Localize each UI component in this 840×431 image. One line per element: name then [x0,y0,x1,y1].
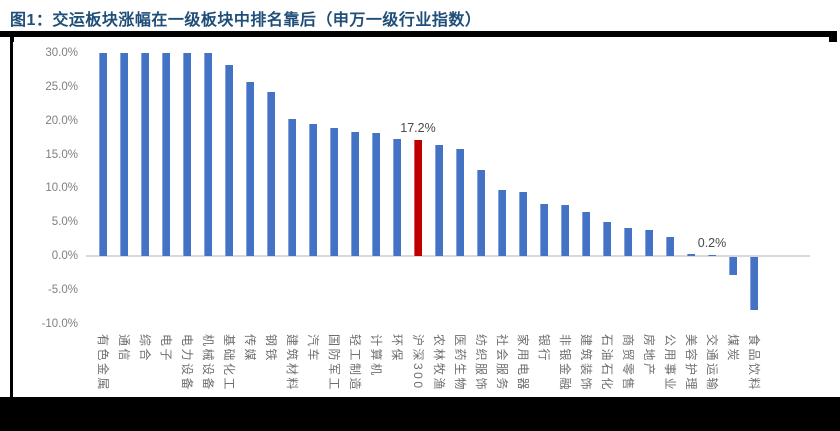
bar [330,128,338,256]
category-label: 传媒 [243,334,257,364]
category-label: 煤炭 [726,334,740,364]
category-label: 建筑装饰 [579,334,593,393]
bar [246,81,254,256]
bar [561,204,569,256]
bar [162,53,170,256]
category-label: 国防军工 [327,334,341,393]
bar [456,149,464,256]
title-rule [0,31,837,37]
category-label: 基础化工 [222,334,236,393]
bar [414,139,422,256]
bar [267,92,275,256]
category-label: 房地产 [642,334,656,378]
category-label: 交通运输 [705,334,719,393]
category-label: 医药生物 [453,334,467,393]
bar [435,144,443,256]
category-label: 公用事业 [663,334,677,393]
y-axis-tick-label: -10.0% [41,317,78,330]
bar [309,123,317,256]
y-axis-tick-label: 15.0% [45,148,78,161]
category-label: 社会服务 [495,334,509,393]
y-axis-tick-label: 0.0% [51,250,78,262]
bar [372,133,380,256]
bar [498,189,506,256]
y-axis-tick-label: 25.0% [45,81,78,93]
bar [225,65,233,256]
category-label: 电力设备 [180,334,194,393]
x-axis-line [86,255,810,257]
category-label: 建筑材料 [285,334,299,393]
category-label: 食品饮料 [747,334,761,393]
y-axis-tick-label: 30.0% [45,47,78,60]
y-axis-tick-label: -5.0% [47,283,78,296]
bottom-frame-band [0,397,840,431]
bar [729,257,737,276]
bar [708,254,716,256]
bar [183,53,191,256]
category-label: 环保 [390,334,404,364]
y-axis-tick-label: 10.0% [45,182,78,195]
category-label: 美容护理 [684,334,698,393]
category-label: 汽车 [306,334,320,364]
category-label: 纺织服饰 [474,334,488,393]
bar [687,254,695,256]
bar [351,131,359,256]
bar [582,212,590,256]
category-label: 电子 [159,334,173,364]
bar-chart: 30.0% 25.0% 20.0% 15.0% 10.0% 5.0% 0.0% -5.0% -1… [41,47,810,392]
bar [477,170,485,256]
bar-value-label: 17.2% [400,120,436,135]
category-label: 家用电器 [516,334,530,393]
bar-value-label: 0.2% [697,235,727,250]
bar [204,53,212,256]
category-label: 非银金融 [558,334,572,393]
category-label: 钢铁 [264,334,278,364]
title-rule-right-tab [829,31,837,42]
bar [141,53,149,256]
bar [540,203,548,256]
y-axis-tick-label: 20.0% [45,114,78,127]
bar [666,237,674,256]
bar [645,229,653,256]
category-label: 沪深300 [411,334,425,391]
category-label: 机械设备 [201,334,215,393]
category-label: 银行 [537,334,551,364]
bar [120,53,128,256]
category-label: 通信 [117,334,131,364]
bar [288,118,296,256]
category-label: 有色金属 [96,334,110,393]
category-label: 综合 [138,334,152,364]
category-label: 石油石化 [600,334,614,393]
left-frame-border [10,31,13,397]
y-axis-tick-label: 5.0% [51,216,78,229]
bar [750,257,758,310]
bar [393,139,401,256]
figure-title: 图1：交运板块涨幅在一级板块中排名靠后（申万一级行业指数） [10,12,482,29]
bar [603,221,611,256]
bar [519,191,527,256]
bar [99,53,107,256]
bar [624,228,632,256]
category-label: 商贸零售 [621,334,635,393]
category-label: 计算机 [369,334,383,378]
category-label: 轻工制造 [348,334,362,393]
category-label: 农林牧渔 [432,334,446,393]
